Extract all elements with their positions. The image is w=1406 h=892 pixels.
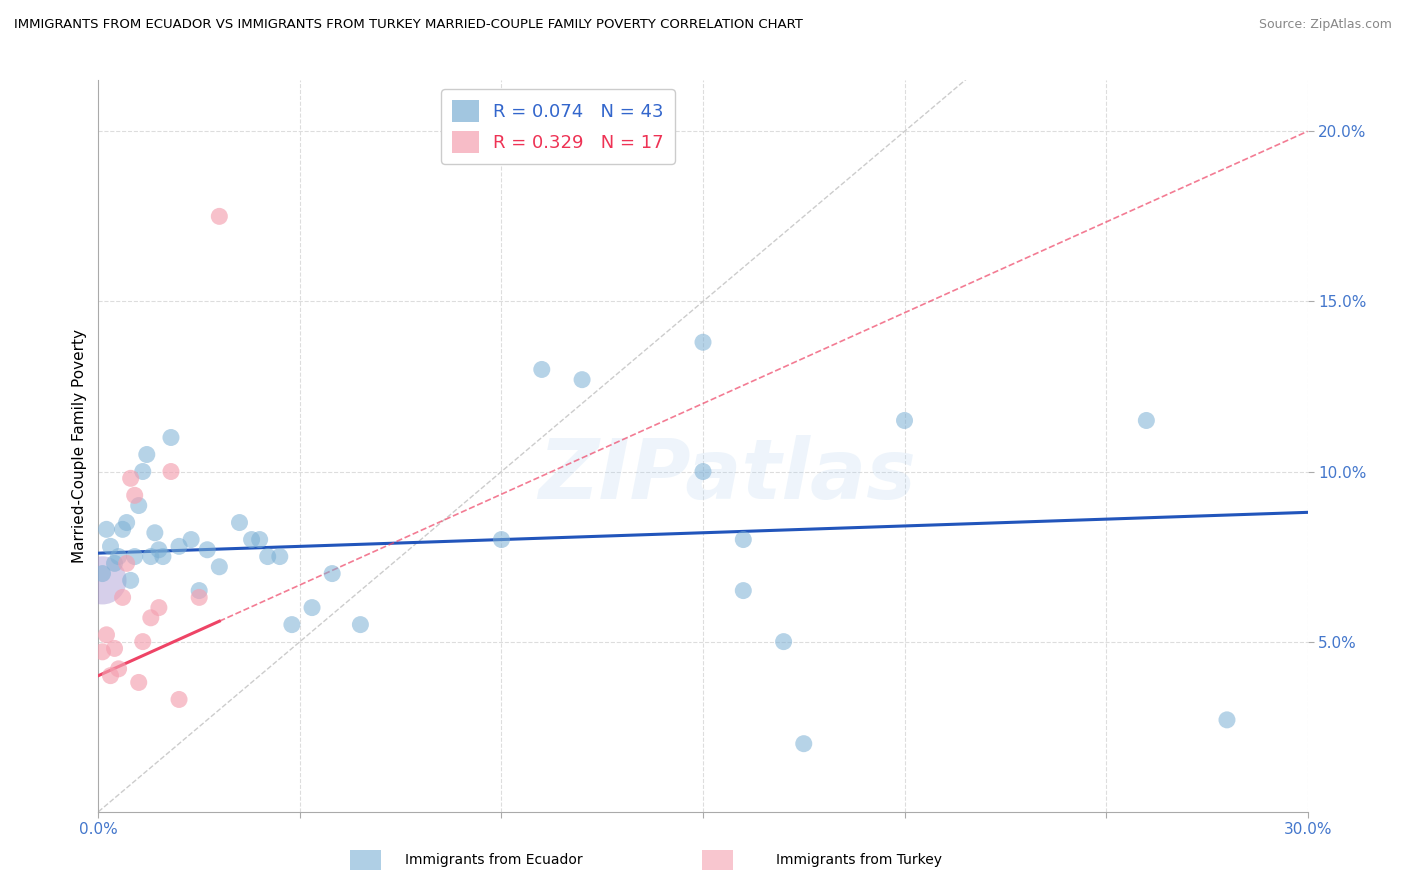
- Point: [128, 675, 150, 690]
- Point: [124, 549, 146, 564]
- Point: [148, 542, 170, 557]
- Point: [132, 634, 155, 648]
- Point: [349, 617, 371, 632]
- Text: Source: ZipAtlas.com: Source: ZipAtlas.com: [1258, 18, 1392, 31]
- Point: [152, 549, 174, 564]
- Point: [692, 465, 714, 479]
- Point: [228, 516, 250, 530]
- Point: [1135, 413, 1157, 427]
- Point: [249, 533, 271, 547]
- Point: [269, 549, 291, 564]
- Point: [256, 549, 278, 564]
- Point: [96, 522, 118, 536]
- Point: [240, 533, 263, 547]
- Point: [281, 617, 304, 632]
- Point: [733, 533, 755, 547]
- Point: [188, 583, 211, 598]
- Point: [188, 591, 211, 605]
- Point: [160, 430, 183, 444]
- Point: [100, 668, 122, 682]
- Point: [793, 737, 815, 751]
- Point: [107, 662, 129, 676]
- Point: [208, 559, 231, 574]
- Point: [491, 533, 513, 547]
- Text: Immigrants from Turkey: Immigrants from Turkey: [776, 853, 942, 867]
- Point: [321, 566, 343, 581]
- Point: [139, 549, 162, 564]
- Point: [180, 533, 202, 547]
- Point: [139, 611, 162, 625]
- Point: [100, 540, 122, 554]
- Point: [120, 471, 142, 485]
- Point: [96, 628, 118, 642]
- Text: ZIPatlas: ZIPatlas: [538, 434, 917, 516]
- Point: [91, 574, 114, 588]
- Point: [132, 465, 155, 479]
- Point: [91, 566, 114, 581]
- Point: [208, 210, 231, 224]
- Point: [893, 413, 915, 427]
- Point: [111, 591, 134, 605]
- Point: [167, 692, 190, 706]
- Point: [1216, 713, 1239, 727]
- Point: [128, 499, 150, 513]
- Point: [135, 448, 157, 462]
- Point: [167, 540, 190, 554]
- Point: [733, 583, 755, 598]
- Point: [571, 373, 593, 387]
- Point: [124, 488, 146, 502]
- Point: [107, 549, 129, 564]
- Point: [111, 522, 134, 536]
- Point: [91, 645, 114, 659]
- Point: [160, 465, 183, 479]
- Point: [120, 574, 142, 588]
- Legend: R = 0.074   N = 43, R = 0.329   N = 17: R = 0.074 N = 43, R = 0.329 N = 17: [441, 89, 675, 164]
- Point: [115, 516, 138, 530]
- Point: [195, 542, 218, 557]
- Point: [692, 335, 714, 350]
- Y-axis label: Married-Couple Family Poverty: Married-Couple Family Poverty: [72, 329, 87, 563]
- Text: IMMIGRANTS FROM ECUADOR VS IMMIGRANTS FROM TURKEY MARRIED-COUPLE FAMILY POVERTY : IMMIGRANTS FROM ECUADOR VS IMMIGRANTS FR…: [14, 18, 803, 31]
- Point: [301, 600, 323, 615]
- Point: [148, 600, 170, 615]
- Point: [772, 634, 794, 648]
- Point: [115, 557, 138, 571]
- Point: [143, 525, 166, 540]
- Point: [103, 641, 125, 656]
- Text: Immigrants from Ecuador: Immigrants from Ecuador: [405, 853, 582, 867]
- Point: [103, 557, 125, 571]
- Point: [530, 362, 553, 376]
